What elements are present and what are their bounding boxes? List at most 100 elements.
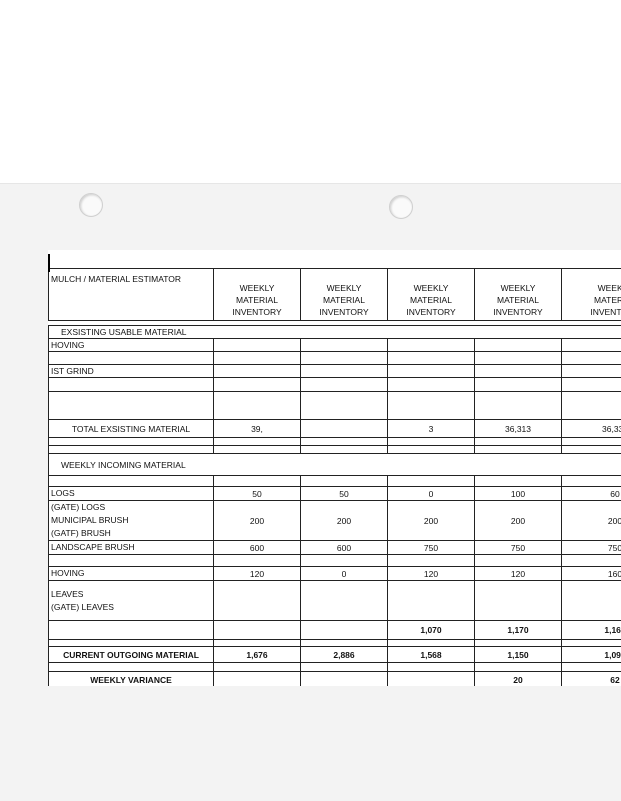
cell-value: 1,098: [562, 647, 621, 663]
cell-value: [301, 352, 388, 365]
row-label: HOVING: [49, 567, 214, 581]
cell-value: 39,: [214, 420, 301, 438]
cell-value: [301, 663, 388, 672]
row-label: CURRENT OUTGOING MATERIAL: [49, 647, 214, 663]
row-label: TOTAL EXSISTING MATERIAL: [49, 420, 214, 438]
cell-value: [475, 663, 562, 672]
cell-value: 120: [475, 567, 562, 581]
cell-value: 750: [562, 541, 621, 555]
cell-value: [388, 365, 475, 378]
cell-value: 60: [562, 487, 621, 501]
cell-value: 62: [562, 672, 621, 687]
row-label: [49, 555, 214, 567]
cell-value: [475, 555, 562, 567]
cell-value: [301, 420, 388, 438]
cell-value: [475, 446, 562, 454]
table-row: HOVING: [49, 339, 621, 352]
cell-value: 750: [388, 541, 475, 555]
cell-value: 120: [388, 567, 475, 581]
punch-hole: [389, 195, 413, 219]
cell-value: [214, 663, 301, 672]
cell-value: [562, 365, 621, 378]
table-row: [49, 392, 621, 420]
row-label: IST GRIND: [49, 365, 214, 378]
table-row: [49, 476, 621, 487]
cell-value: [475, 640, 562, 647]
section-incoming: WEEKLY INCOMING MATERIAL: [49, 454, 621, 476]
cell-value: 50: [214, 487, 301, 501]
row-label: HOVING: [49, 339, 214, 352]
cell-value: [388, 352, 475, 365]
cell-value: 100: [475, 487, 562, 501]
cell-value: 36,333: [562, 420, 621, 438]
table-row: [49, 378, 621, 392]
cell-value: [475, 438, 562, 446]
cell-value: [214, 640, 301, 647]
table-row: [49, 640, 621, 647]
cell-value: 200: [475, 501, 562, 541]
row-label: [49, 438, 214, 446]
cell-value: [301, 555, 388, 567]
row-label: EXSISTING USABLE MATERIAL: [49, 326, 621, 339]
cell-value: [562, 352, 621, 365]
row-label: [49, 446, 214, 454]
cell-value: 1,676: [214, 647, 301, 663]
cell-value: 50: [301, 487, 388, 501]
cell-value: [562, 378, 621, 392]
incoming-row: LEAVES (GATE) LEAVES: [49, 581, 621, 621]
row-label: (GATE) LOGS MUNICIPAL BRUSH (GATF) BRUSH: [49, 501, 214, 541]
cell-value: [214, 476, 301, 487]
row-label: [49, 640, 214, 647]
cell-value: 1,150: [475, 647, 562, 663]
table-row: [49, 663, 621, 672]
section-existing: EXSISTING USABLE MATERIAL: [49, 326, 621, 339]
cell-value: [562, 640, 621, 647]
cell-value: [475, 378, 562, 392]
cell-value: [388, 672, 475, 687]
cell-value: [301, 365, 388, 378]
cell-value: [562, 446, 621, 454]
cell-value: 20: [475, 672, 562, 687]
cell-value: [475, 352, 562, 365]
cell-value: [475, 365, 562, 378]
cell-value: 120: [214, 567, 301, 581]
cell-value: [562, 663, 621, 672]
cell-value: [388, 581, 475, 621]
punch-hole: [79, 193, 103, 217]
row-label: MULCH / MATERIAL ESTIMATOR: [49, 269, 214, 321]
cell-value: 200: [214, 501, 301, 541]
cell-value: [301, 640, 388, 647]
cell-value: [388, 392, 475, 420]
cell-value: [214, 352, 301, 365]
cell-value: 0: [301, 567, 388, 581]
cell-value: [475, 581, 562, 621]
margin-mark: [48, 254, 50, 272]
cell-value: 200: [562, 501, 621, 541]
row-label: [49, 663, 214, 672]
table-row: [49, 446, 621, 454]
cell-value: 750: [475, 541, 562, 555]
cell-value: [214, 378, 301, 392]
row-label: [49, 352, 214, 365]
cell-value: 600: [214, 541, 301, 555]
table-row: [49, 352, 621, 365]
incoming-row: (GATE) LOGS MUNICIPAL BRUSH (GATF) BRUSH…: [49, 501, 621, 541]
cell-value: 200: [388, 501, 475, 541]
cell-value: [301, 672, 388, 687]
cell-value: [214, 365, 301, 378]
cell-value: [214, 555, 301, 567]
cell-value: [388, 339, 475, 352]
cell-value: [388, 438, 475, 446]
cell-value: 2,886: [301, 647, 388, 663]
table-row: [49, 438, 621, 446]
